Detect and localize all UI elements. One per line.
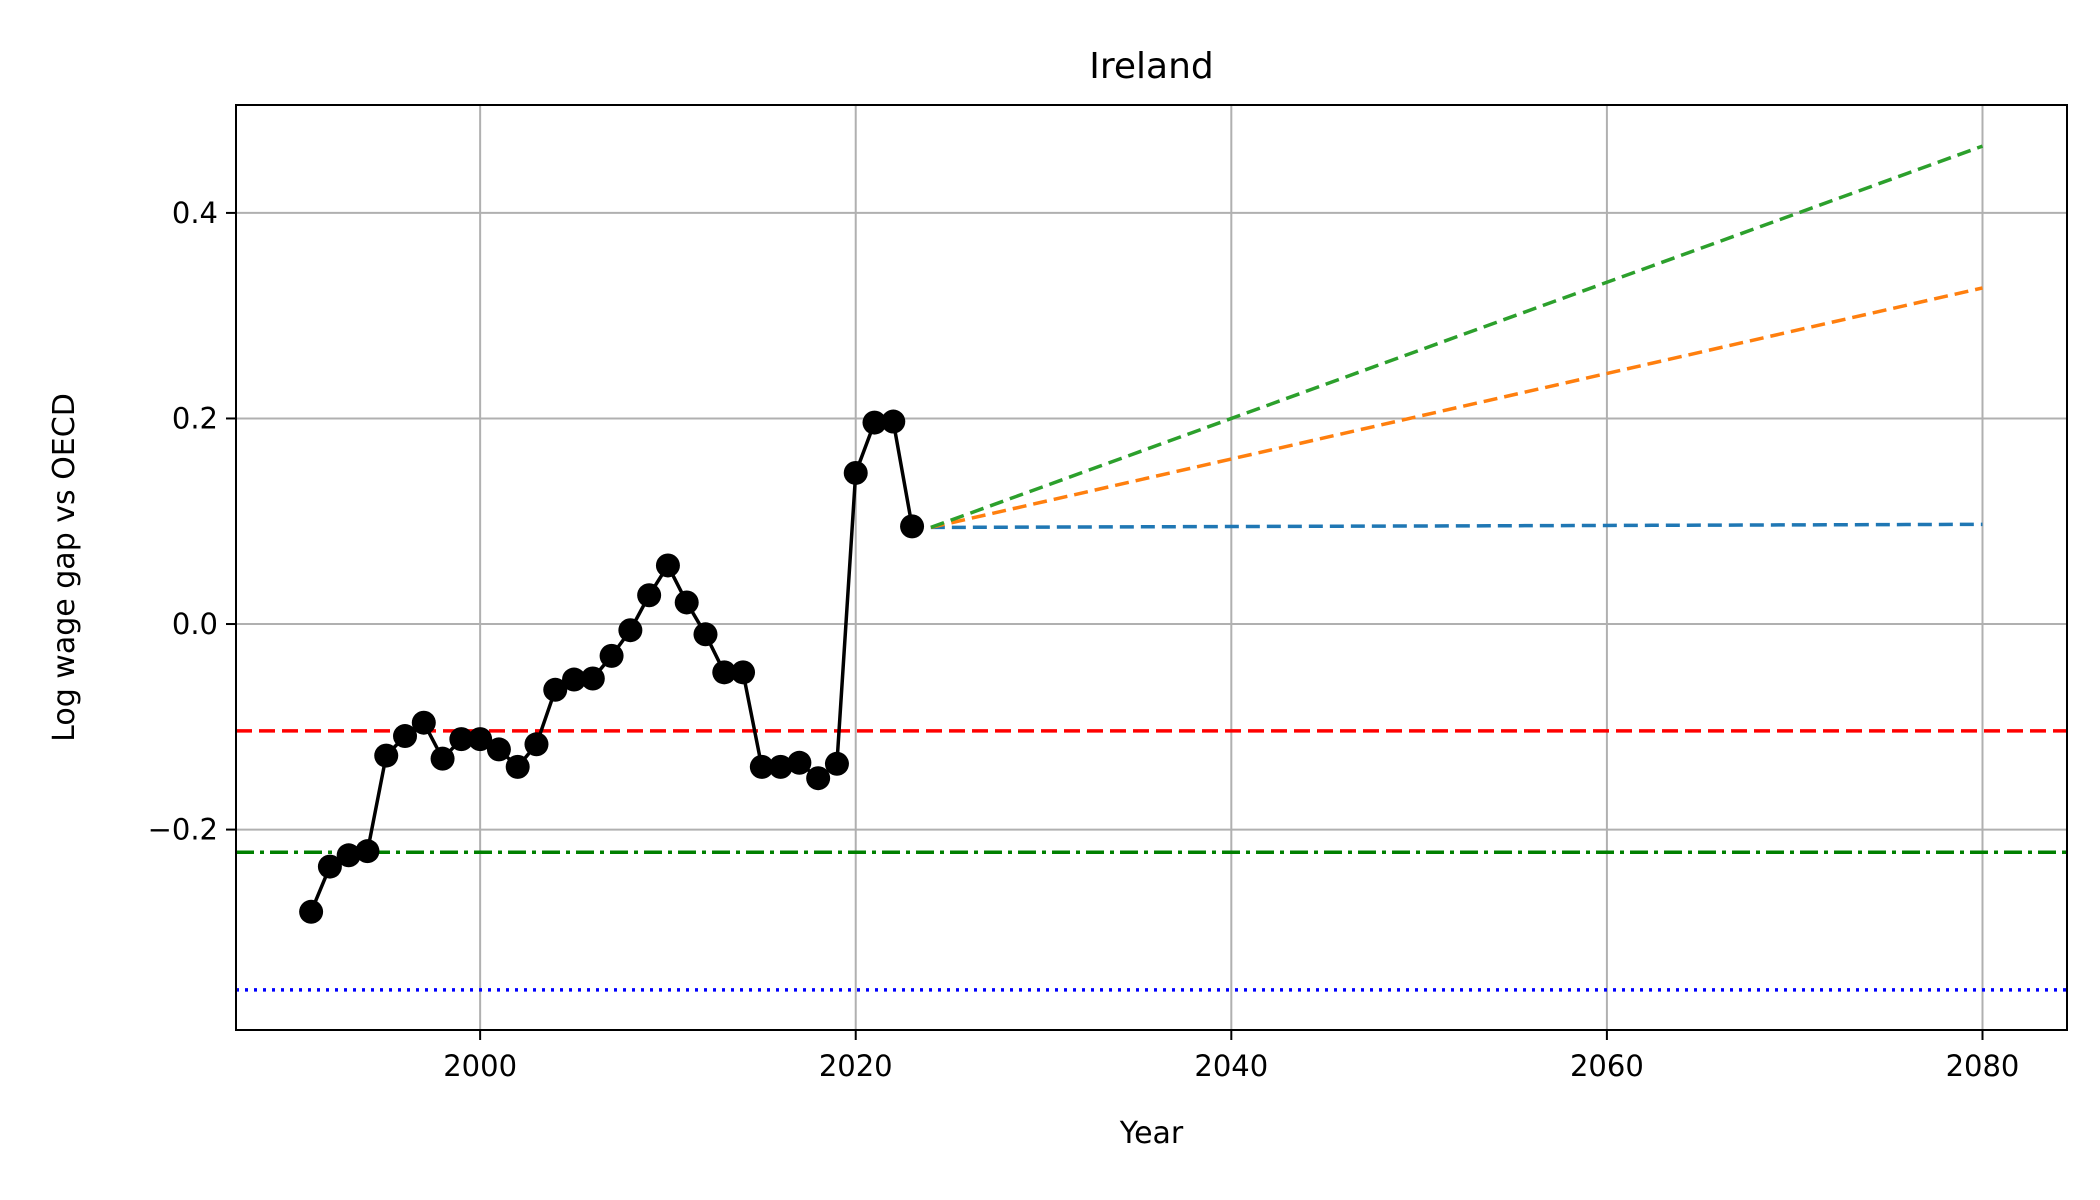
grid: [236, 105, 2067, 1030]
x-axis-title: Year: [1119, 1116, 1184, 1151]
x-tick-label: 2060: [1570, 1049, 1644, 1083]
historical-point: [336, 843, 361, 868]
historical-point: [299, 899, 324, 924]
x-tick-label: 2080: [1946, 1049, 2020, 1083]
x-tick-label: 2000: [443, 1049, 517, 1083]
historical-point: [731, 660, 756, 685]
historical-point: [843, 460, 868, 485]
projection-lines: [930, 144, 1984, 530]
historical-point: [468, 727, 493, 752]
historical-point: [712, 660, 737, 685]
historical-point: [430, 746, 455, 771]
historical-point: [787, 750, 812, 775]
historical-point: [524, 732, 549, 757]
projection-line: [930, 144, 1984, 530]
historical-point: [674, 590, 699, 615]
historical-point: [374, 743, 399, 768]
historical-point: [862, 410, 887, 435]
historical-point: [824, 751, 849, 776]
historical-point: [505, 754, 530, 779]
historical-point: [599, 643, 624, 668]
historical-point: [618, 618, 643, 643]
historical-point: [562, 667, 587, 692]
historical-point: [449, 727, 474, 752]
historical-point: [486, 737, 511, 762]
historical-point: [768, 754, 793, 779]
historical-point: [393, 724, 418, 749]
projection-line: [930, 286, 1983, 530]
axis-ticks: 2000 2020 2040 2060 2080 −0.2 0.0 0.2 0.4: [148, 196, 2020, 1083]
historical-point: [749, 754, 774, 779]
historical-point: [411, 710, 436, 735]
projection-line: [930, 522, 1983, 530]
historical-point: [543, 677, 568, 702]
x-tick-label: 2040: [1194, 1049, 1268, 1083]
y-tick-label: −0.2: [148, 813, 218, 847]
historical-point: [900, 514, 925, 539]
historical-point: [655, 553, 680, 578]
y-tick-label: 0.0: [172, 607, 218, 641]
y-tick-label: 0.4: [172, 196, 218, 230]
plot-frame: [235, 104, 2068, 1031]
historical-point: [806, 766, 831, 791]
historical-series: [299, 409, 925, 924]
y-tick-label: 0.2: [172, 401, 218, 435]
historical-point: [580, 666, 605, 691]
historical-point: [317, 854, 342, 879]
historical-point: [637, 583, 662, 608]
historical-point: [881, 409, 906, 434]
chart-title: Ireland: [1089, 46, 1214, 87]
historical-point: [355, 839, 380, 864]
y-axis-title: Log wage gap vs OECD: [47, 393, 82, 742]
historical-point: [693, 622, 718, 647]
x-tick-label: 2020: [819, 1049, 893, 1083]
